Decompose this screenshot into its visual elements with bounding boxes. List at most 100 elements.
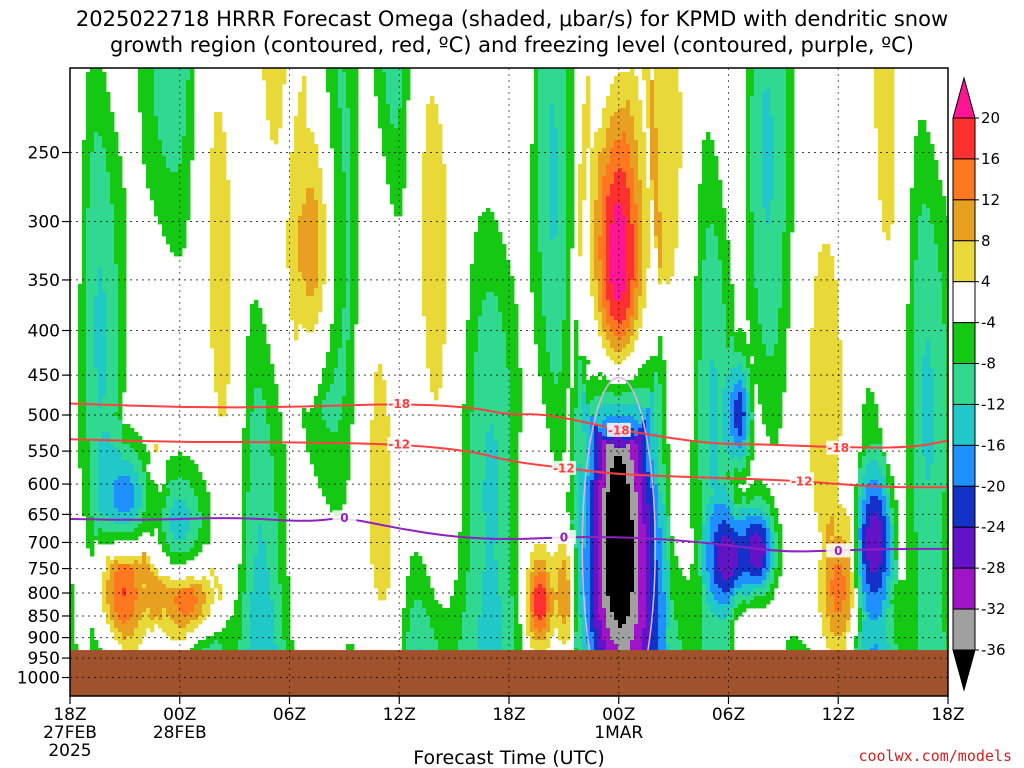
omega-cell (930, 228, 935, 233)
omega-cell (386, 72, 391, 77)
omega-cell (570, 84, 575, 89)
omega-cell (294, 256, 299, 261)
omega-cell (566, 224, 571, 229)
omega-cell (306, 148, 311, 153)
omega-cell (110, 156, 115, 161)
omega-cell (166, 224, 171, 229)
omega-cell (622, 212, 627, 217)
omega-cell (146, 168, 151, 173)
omega-cell (782, 236, 787, 241)
omega-cell (306, 188, 311, 193)
omega-cell (562, 136, 567, 141)
omega-cell (434, 164, 439, 169)
omega-cell (438, 140, 443, 145)
omega-cell (106, 244, 111, 249)
omega-cell (554, 200, 559, 205)
omega-cell (594, 208, 599, 213)
omega-cell (890, 72, 895, 77)
omega-cell (542, 128, 547, 133)
omega-cell (106, 156, 111, 161)
omega-cell (210, 188, 215, 193)
omega-cell (874, 76, 879, 81)
omega-cell (758, 112, 763, 117)
omega-cell (714, 200, 719, 205)
omega-cell (702, 228, 707, 233)
omega-cell (350, 212, 355, 217)
omega-cell (98, 228, 103, 233)
omega-cell (166, 92, 171, 97)
omega-cell (346, 208, 351, 213)
omega-cell (114, 196, 119, 201)
omega-cell (778, 92, 783, 97)
omega-cell (554, 252, 559, 257)
omega-cell (722, 236, 727, 241)
omega-cell (310, 172, 315, 177)
omega-cell (634, 96, 639, 101)
omega-cell (946, 232, 948, 237)
omega-cell (658, 68, 663, 73)
omega-cell (302, 204, 307, 209)
omega-cell (650, 80, 655, 85)
omega-cell (670, 124, 675, 129)
omega-cell (174, 252, 179, 257)
omega-cell (746, 176, 751, 181)
omega-cell (634, 80, 639, 85)
omega-cell (886, 144, 891, 149)
omega-cell (646, 120, 651, 125)
omega-cell (222, 236, 227, 241)
omega-cell (654, 144, 659, 149)
omega-cell (886, 196, 891, 201)
omega-cell (354, 100, 359, 105)
omega-cell (398, 144, 403, 149)
omega-cell (674, 84, 679, 89)
omega-cell (542, 192, 547, 197)
omega-cell (762, 100, 767, 105)
omega-cell (778, 188, 783, 193)
omega-cell (286, 248, 291, 253)
omega-cell (658, 196, 663, 201)
omega-cell (142, 156, 147, 161)
omega-cell (118, 220, 123, 225)
omega-cell (754, 200, 759, 205)
omega-cell (910, 196, 915, 201)
omega-cell (714, 172, 719, 177)
omega-cell (330, 140, 335, 145)
omega-cell (298, 208, 303, 213)
omega-cell (214, 116, 219, 121)
omega-cell (790, 196, 795, 201)
omega-cell (166, 220, 171, 225)
omega-cell (554, 196, 559, 201)
omega-cell (554, 136, 559, 141)
omega-cell (378, 92, 383, 97)
omega-cell (174, 224, 179, 229)
omega-cell (302, 224, 307, 229)
omega-cell (218, 120, 223, 125)
omega-cell (342, 252, 347, 257)
omega-cell (430, 240, 435, 245)
omega-cell (294, 208, 299, 213)
omega-cell (222, 168, 227, 173)
omega-cell (702, 252, 707, 257)
omega-cell (538, 192, 543, 197)
omega-cell (658, 100, 663, 105)
omega-cell (374, 88, 379, 93)
omega-cell (398, 96, 403, 101)
omega-cell (658, 192, 663, 197)
omega-cell (578, 184, 583, 189)
omega-cell (698, 236, 703, 241)
omega-cell (398, 104, 403, 109)
omega-cell (746, 136, 751, 141)
omega-cell (890, 68, 895, 73)
omega-cell (158, 140, 163, 145)
omega-cell (182, 188, 187, 193)
omega-cell (638, 228, 643, 233)
omega-cell (166, 148, 171, 153)
omega-cell (170, 100, 175, 105)
omega-cell (762, 96, 767, 101)
omega-cell (658, 232, 663, 237)
omega-cell (434, 236, 439, 241)
omega-cell (434, 104, 439, 109)
omega-cell (778, 216, 783, 221)
omega-cell (790, 216, 795, 221)
omega-cell (610, 92, 615, 97)
